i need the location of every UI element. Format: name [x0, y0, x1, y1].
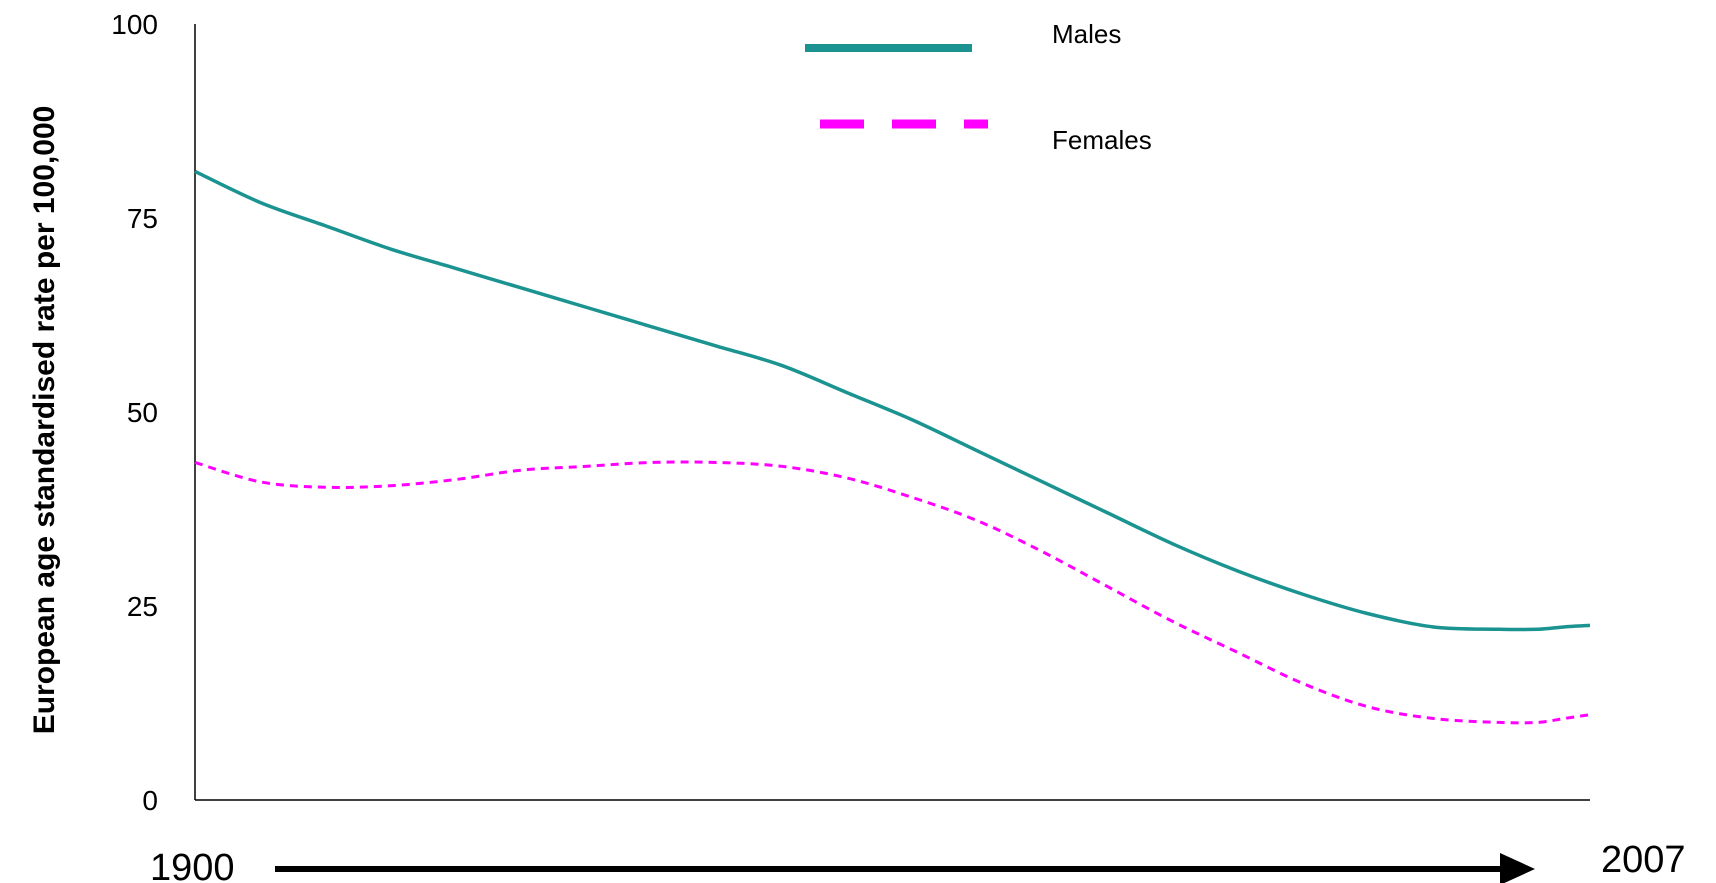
y-tick-label: 100	[111, 9, 158, 40]
y-tick-label: 25	[127, 591, 158, 622]
series-line-males	[194, 169, 1591, 632]
legend: Males Females	[805, 19, 1152, 155]
series-lines	[194, 169, 1591, 725]
legend-label-females: Females	[1052, 125, 1152, 155]
y-axis-title: European age standardised rate per 100,0…	[28, 106, 61, 735]
legend-label-males: Males	[1052, 19, 1121, 49]
series-line-females	[194, 460, 1591, 725]
x-end-label: 2007	[1601, 839, 1686, 881]
time-arrow-head	[1500, 853, 1535, 883]
y-tick-label: 50	[127, 397, 158, 428]
x-start-label: 1900	[150, 847, 235, 883]
y-tick-label: 75	[127, 203, 158, 234]
y-tick-label: 0	[142, 785, 158, 816]
y-tick-labels: 0 25 50 75 100	[111, 9, 158, 816]
